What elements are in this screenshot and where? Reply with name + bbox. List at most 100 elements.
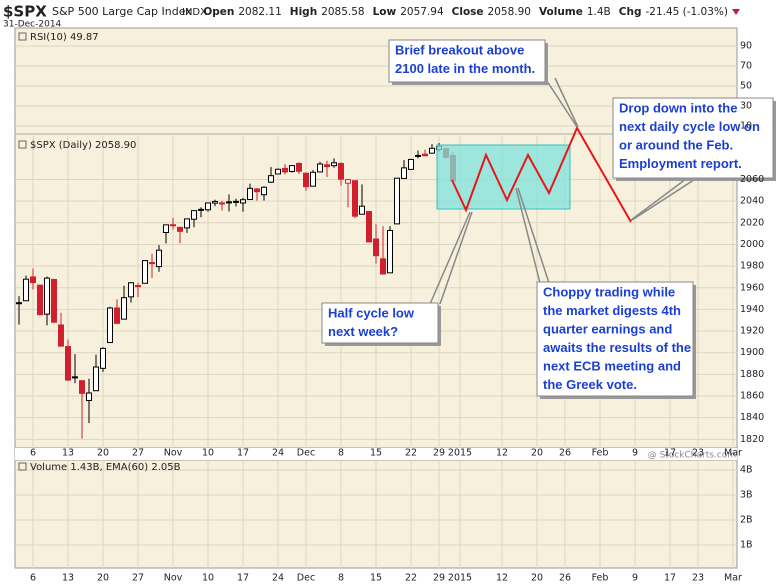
callout-line	[515, 187, 541, 284]
candle-body	[113, 307, 120, 324]
candle-body	[204, 202, 211, 211]
candle-body	[43, 277, 50, 315]
x-tick-label: 13	[62, 573, 74, 584]
candle-body	[211, 200, 218, 204]
candle-body	[394, 177, 401, 225]
candle-body	[344, 179, 351, 184]
x-tick-label: 2015	[448, 448, 472, 459]
candle-body	[408, 158, 415, 170]
x-tick-label: 9	[632, 448, 638, 459]
candle-body	[218, 202, 225, 205]
volume-tick-label: 1B	[740, 540, 753, 551]
quote: Open 2082.11 High 2085.58 Low 2057.94 Close 205…	[203, 6, 728, 18]
x-tick-label: Mar	[724, 448, 742, 459]
callout-line	[631, 175, 701, 221]
quote-label: Chg	[619, 6, 642, 18]
x-tick-label: 27	[132, 448, 144, 459]
callout-box	[536, 281, 694, 397]
callout-box	[612, 97, 774, 179]
legend-icon	[18, 462, 27, 471]
candle-body	[380, 258, 387, 275]
consolidation-zone	[436, 144, 571, 210]
candle-body	[85, 392, 92, 401]
candle-body	[253, 188, 260, 193]
candle-body	[92, 366, 99, 392]
candle-body	[141, 260, 148, 284]
x-tick-label: 22	[405, 448, 417, 459]
candle-body	[78, 380, 85, 394]
callout-text: 2100 late in the month.	[395, 61, 535, 76]
candle-body	[302, 172, 309, 188]
candle-body	[260, 186, 267, 196]
y-tick-label: 1840	[740, 412, 764, 423]
y-tick-label: 1900	[740, 347, 764, 358]
quote-value: 2057.94	[400, 6, 444, 18]
x-tick-label: Nov	[164, 448, 183, 459]
x-tick-label: Feb	[592, 448, 609, 459]
x-tick-label: 20	[97, 573, 109, 584]
date: 31-Dec-2014	[3, 20, 62, 30]
quote-value: -21.45 (-1.03%)	[645, 6, 728, 18]
quote-label: Open	[203, 6, 234, 18]
candle-body	[387, 229, 394, 274]
candle-body	[106, 307, 113, 344]
candle-body	[29, 276, 36, 284]
y-tick-label: 2040	[740, 196, 764, 207]
candle-body	[190, 210, 197, 220]
candle-body	[22, 278, 29, 302]
volume-tick-label: 3B	[740, 490, 753, 501]
candle-body	[176, 226, 183, 232]
candle-body	[309, 171, 316, 187]
x-tick-label: 23	[692, 573, 704, 584]
x-tick-label: 8	[338, 448, 344, 459]
x-tick-label: 22	[405, 573, 417, 584]
volume-label: Volume 1.43B, EMA(60) 2.05B	[30, 462, 181, 473]
legend-icon	[18, 32, 27, 41]
legend-icon	[18, 140, 27, 149]
rsi-tick-label: 50	[740, 81, 752, 92]
volume-tick-label: 4B	[740, 465, 753, 476]
callout-line	[429, 211, 471, 305]
candle-body	[36, 284, 43, 316]
x-tick-label: Dec	[297, 573, 315, 584]
callout-text: next daily cycle low on	[619, 119, 760, 134]
quote-label: Volume	[539, 6, 583, 18]
x-tick-label: Dec	[297, 448, 315, 459]
candle-body	[295, 162, 302, 172]
candle-body	[351, 180, 358, 217]
quote-label: Close	[452, 6, 484, 18]
candle-body	[148, 262, 155, 265]
exchange: INDX	[182, 7, 207, 18]
candle-body	[288, 165, 295, 172]
rsi-tick-label: 10	[740, 121, 752, 132]
y-tick-label: 1960	[740, 282, 764, 293]
callout-text: Choppy trading while	[543, 284, 675, 299]
candle-body	[365, 211, 372, 243]
x-tick-label: 6	[30, 573, 36, 584]
rsi-tick-label: 70	[740, 61, 752, 72]
candle-body	[169, 224, 176, 227]
x-tick-label: 20	[531, 448, 543, 459]
y-tick-label: 1860	[740, 391, 764, 402]
y-tick-label: 1820	[740, 434, 764, 445]
candle-body	[134, 285, 141, 288]
callout-box	[388, 39, 546, 83]
x-tick-label: 15	[370, 573, 382, 584]
quote-value: 2082.11	[238, 6, 281, 18]
candle-body	[337, 162, 344, 180]
rsi-tick-label: 30	[740, 101, 752, 112]
y-tick-label: 1940	[740, 304, 764, 315]
callout-line	[439, 211, 473, 305]
x-tick-label: 26	[559, 448, 571, 459]
candle-body	[155, 249, 162, 268]
candle-body	[71, 376, 78, 379]
candle-body	[422, 153, 429, 157]
quote-value: 2085.58	[321, 6, 364, 18]
callout-line	[554, 77, 579, 128]
candle-body	[429, 147, 436, 154]
symbol: $SPX	[3, 3, 47, 21]
x-tick-label: 17	[664, 573, 676, 584]
candle-body	[415, 154, 422, 157]
x-tick-label: 29	[433, 448, 445, 459]
candle-body	[239, 199, 246, 204]
